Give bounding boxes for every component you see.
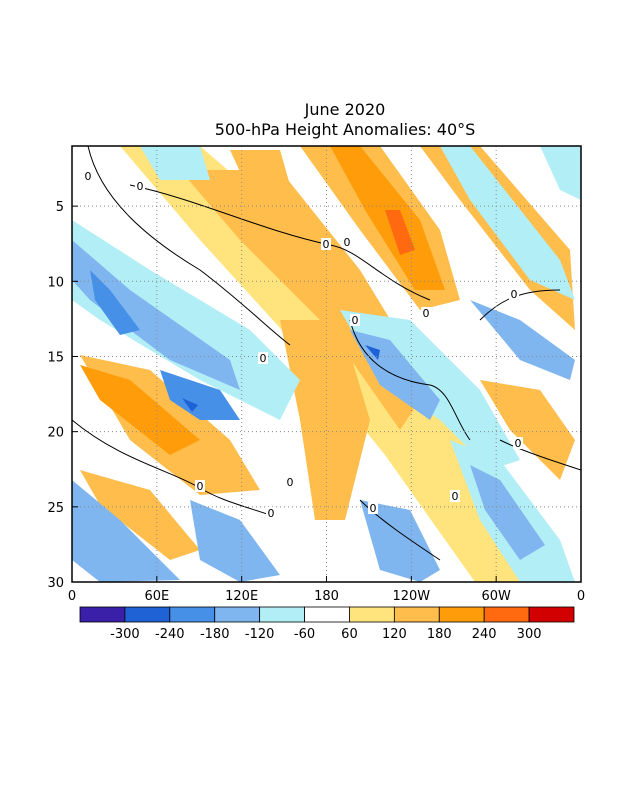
x-tick-label: 60W xyxy=(481,589,511,604)
x-tick-label: 0 xyxy=(577,589,585,604)
contour-label: 0 xyxy=(287,476,294,489)
contour-label: 0 xyxy=(344,236,351,249)
colorbar-swatch xyxy=(214,606,261,623)
contour-label: 0 xyxy=(197,480,204,493)
contour-label: 0 xyxy=(423,307,430,320)
colorbar-swatch xyxy=(349,606,395,623)
contour-label: 0 xyxy=(85,170,92,183)
colorbar-label: 240 xyxy=(472,627,497,642)
y-tick-label: 25 xyxy=(47,501,64,516)
contour-label: 0 xyxy=(137,180,144,193)
colorbar-label: 300 xyxy=(517,627,542,642)
colorbar-swatch xyxy=(259,606,305,623)
positive-anomaly-bands xyxy=(80,146,575,582)
colorbar: -300 -240 -180 -120 -60 60 120 180 240 300 xyxy=(79,606,575,642)
contour-label-bg xyxy=(350,314,360,326)
colorbar-label: 180 xyxy=(427,627,452,642)
contour-label-bg xyxy=(342,236,352,248)
x-axis: 0 60E 120E 180 120W 60W 0 xyxy=(68,576,585,604)
colorbar-swatch xyxy=(124,606,171,623)
contour-label-bg xyxy=(266,507,276,519)
contour-label: 0 xyxy=(515,437,522,450)
contour-label: 0 xyxy=(323,238,330,251)
y-tick-label: 10 xyxy=(47,275,64,290)
contour-label: 0 xyxy=(352,314,359,327)
contour-label: 0 xyxy=(268,507,275,520)
colorbar-label: 60 xyxy=(341,627,358,642)
colorbar-swatch xyxy=(393,606,440,623)
contour-label-bg xyxy=(258,352,268,364)
contour-label-bg xyxy=(421,307,431,319)
y-axis: 5 10 15 20 25 30 xyxy=(47,200,78,591)
colorbar-swatch xyxy=(79,606,126,623)
grid-lines xyxy=(72,146,581,582)
x-tick-label: 120E xyxy=(225,589,258,604)
colorbar-swatch xyxy=(483,606,530,623)
colorbar-label: -180 xyxy=(200,627,230,642)
contour-label: 0 xyxy=(511,288,518,301)
colorbar-swatch xyxy=(169,606,216,623)
colorbar-swatch xyxy=(304,606,350,623)
contour-label-bg xyxy=(135,180,145,192)
colorbar-label: -300 xyxy=(110,627,140,642)
chart-title: June 2020 xyxy=(304,100,386,119)
colorbar-label: -240 xyxy=(155,627,185,642)
colorbar-label: 120 xyxy=(382,627,407,642)
contour-label-bg xyxy=(285,476,295,488)
y-tick-label: 15 xyxy=(47,350,64,365)
contour-label-bg xyxy=(450,490,460,502)
x-tick-label: 60E xyxy=(144,589,169,604)
contour-label-bg xyxy=(368,502,378,514)
zero-contours xyxy=(72,146,581,561)
colorbar-label: -120 xyxy=(245,627,275,642)
colorbar-swatch xyxy=(528,606,575,623)
contour-label: 0 xyxy=(260,352,267,365)
chart-subtitle: 500-hPa Height Anomalies: 40°S xyxy=(215,120,476,139)
x-tick-label: 120W xyxy=(392,589,430,604)
y-tick-label: 20 xyxy=(47,426,64,441)
colorbar-swatch xyxy=(438,606,485,623)
y-tick-label: 30 xyxy=(47,576,64,591)
x-tick-label: 180 xyxy=(314,589,339,604)
contour-label: 0 xyxy=(452,490,459,503)
contour-label-bg xyxy=(321,238,331,250)
contour-label: 0 xyxy=(370,502,377,515)
plot-area: 0 0 0 0 0 0 0 0 0 0 0 0 0 0 xyxy=(72,146,581,582)
contour-label-bg xyxy=(509,288,519,300)
y-tick-label: 5 xyxy=(56,200,64,215)
contour-label-bg xyxy=(195,480,205,492)
x-tick-label: 0 xyxy=(68,589,76,604)
contour-label-bg xyxy=(83,170,93,182)
contour-label-bg xyxy=(513,437,523,449)
colorbar-label: -60 xyxy=(294,627,315,642)
